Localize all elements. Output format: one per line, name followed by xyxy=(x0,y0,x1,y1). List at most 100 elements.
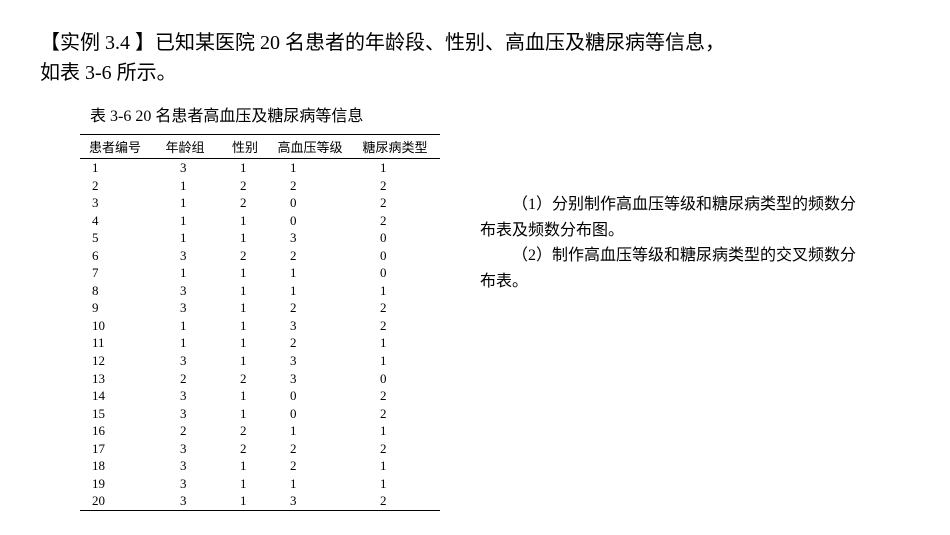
table-cell: 2 xyxy=(270,334,350,352)
table-cell: 1 xyxy=(270,264,350,282)
table-cell: 3 xyxy=(150,247,220,265)
table-cell: 2 xyxy=(270,247,350,265)
table-row: 203132 xyxy=(80,492,440,510)
question-2-a: （2）制作高血压等级和糖尿病类型的交叉频数分 xyxy=(480,243,910,269)
table-row: 101132 xyxy=(80,317,440,335)
table-cell: 1 xyxy=(220,282,270,300)
table-cell: 0 xyxy=(270,387,350,405)
table-cell: 2 xyxy=(220,247,270,265)
table-cell: 1 xyxy=(270,282,350,300)
table-row: 153102 xyxy=(80,405,440,423)
table-cell: 2 xyxy=(220,194,270,212)
table-cell: 1 xyxy=(270,422,350,440)
table-row: 183121 xyxy=(80,457,440,475)
table-cell: 1 xyxy=(350,352,440,370)
table-cell: 2 xyxy=(350,387,440,405)
table-cell: 20 xyxy=(80,492,150,510)
table-cell: 9 xyxy=(80,299,150,317)
table-cell: 2 xyxy=(220,422,270,440)
table-cell: 2 xyxy=(350,492,440,510)
question-2-b: 布表。 xyxy=(480,269,910,295)
table-cell: 3 xyxy=(150,405,220,423)
table-cell: 2 xyxy=(270,457,350,475)
table-cell: 8 xyxy=(80,282,150,300)
table-cell: 2 xyxy=(270,177,350,195)
table-cell: 1 xyxy=(270,475,350,493)
table-row: 41102 xyxy=(80,212,440,230)
table-caption: 表 3-6 20 名患者高血压及糖尿病等信息 xyxy=(80,102,440,126)
table-cell: 1 xyxy=(220,159,270,177)
table-cell: 1 xyxy=(220,212,270,230)
table-row: 83111 xyxy=(80,282,440,300)
col-header: 患者编号 xyxy=(80,135,150,159)
table-row: 111121 xyxy=(80,334,440,352)
title-line-1: 【实例 3.4 】已知某医院 20 名患者的年龄段、性别、高血压及糖尿病等信息， xyxy=(40,28,910,58)
table-cell: 5 xyxy=(80,229,150,247)
table-cell: 11 xyxy=(80,334,150,352)
table-cell: 1 xyxy=(150,264,220,282)
table-cell: 1 xyxy=(80,159,150,177)
table-cell: 18 xyxy=(80,457,150,475)
table-cell: 1 xyxy=(150,212,220,230)
table-cell: 0 xyxy=(350,247,440,265)
table-row: 51130 xyxy=(80,229,440,247)
table-cell: 3 xyxy=(270,352,350,370)
table-cell: 3 xyxy=(270,229,350,247)
table-cell: 3 xyxy=(150,492,220,510)
table-row: 193111 xyxy=(80,475,440,493)
table-row: 123131 xyxy=(80,352,440,370)
table-cell: 1 xyxy=(220,352,270,370)
table-cell: 0 xyxy=(270,212,350,230)
table-cell: 2 xyxy=(350,194,440,212)
patient-table: 患者编号 年龄组 性别 高血压等级 糖尿病类型 1311121222312024… xyxy=(80,134,440,511)
table-cell: 1 xyxy=(220,299,270,317)
table-row: 13111 xyxy=(80,159,440,177)
table-cell: 0 xyxy=(270,194,350,212)
table-cell: 3 xyxy=(80,194,150,212)
table-cell: 3 xyxy=(150,299,220,317)
table-cell: 3 xyxy=(270,492,350,510)
table-row: 31202 xyxy=(80,194,440,212)
table-cell: 10 xyxy=(80,317,150,335)
table-cell: 1 xyxy=(220,229,270,247)
table-cell: 1 xyxy=(350,282,440,300)
table-cell: 1 xyxy=(150,177,220,195)
table-cell: 2 xyxy=(220,177,270,195)
table-row: 21222 xyxy=(80,177,440,195)
table-cell: 4 xyxy=(80,212,150,230)
table-cell: 12 xyxy=(80,352,150,370)
col-header: 性别 xyxy=(220,135,270,159)
table-cell: 2 xyxy=(350,299,440,317)
table-cell: 2 xyxy=(350,212,440,230)
table-cell: 6 xyxy=(80,247,150,265)
table-cell: 1 xyxy=(220,387,270,405)
table-section: 表 3-6 20 名患者高血压及糖尿病等信息 患者编号 年龄组 性别 高血压等级… xyxy=(40,102,440,511)
table-cell: 0 xyxy=(350,264,440,282)
table-cell: 2 xyxy=(350,177,440,195)
table-cell: 2 xyxy=(350,405,440,423)
table-cell: 1 xyxy=(220,334,270,352)
questions: （1）分别制作高血压等级和糖尿病类型的频数分 布表及频数分布图。 （2）制作高血… xyxy=(440,102,910,294)
table-cell: 7 xyxy=(80,264,150,282)
table-cell: 1 xyxy=(150,194,220,212)
question-1-a: （1）分别制作高血压等级和糖尿病类型的频数分 xyxy=(480,192,910,218)
table-cell: 1 xyxy=(220,492,270,510)
table-cell: 2 xyxy=(80,177,150,195)
question-1-b: 布表及频数分布图。 xyxy=(480,218,910,244)
table-header-row: 患者编号 年龄组 性别 高血压等级 糖尿病类型 xyxy=(80,135,440,159)
table-cell: 2 xyxy=(350,440,440,458)
table-cell: 2 xyxy=(220,440,270,458)
table-row: 173222 xyxy=(80,440,440,458)
table-cell: 2 xyxy=(270,440,350,458)
table-cell: 17 xyxy=(80,440,150,458)
table-cell: 1 xyxy=(350,475,440,493)
table-row: 143102 xyxy=(80,387,440,405)
table-cell: 13 xyxy=(80,370,150,388)
table-row: 162211 xyxy=(80,422,440,440)
table-cell: 0 xyxy=(350,229,440,247)
table-cell: 1 xyxy=(220,264,270,282)
table-cell: 1 xyxy=(220,475,270,493)
col-header: 年龄组 xyxy=(150,135,220,159)
table-cell: 3 xyxy=(150,440,220,458)
table-cell: 3 xyxy=(150,387,220,405)
